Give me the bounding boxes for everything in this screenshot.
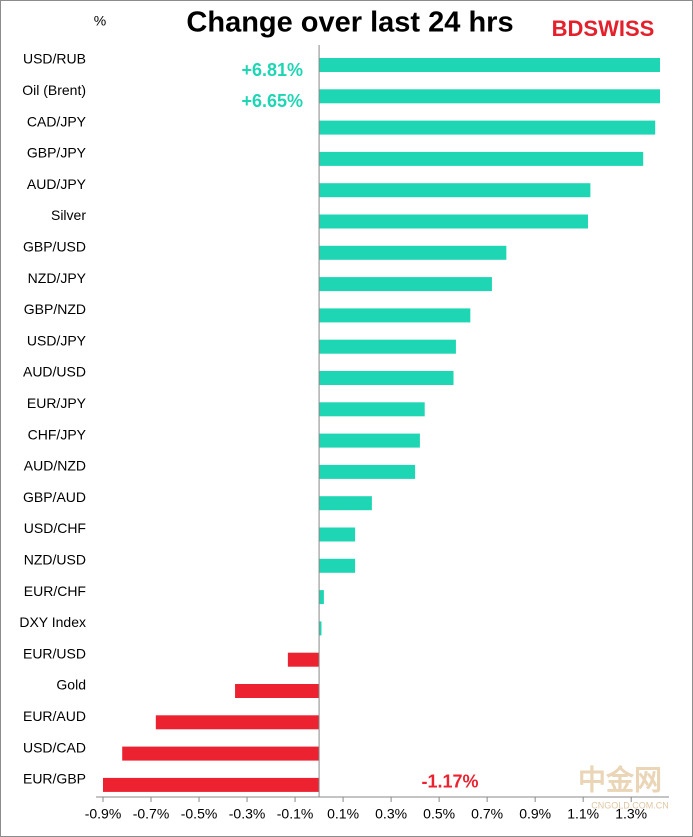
- bar: [319, 433, 420, 448]
- y-tick-label: GBP/AUD: [23, 489, 86, 505]
- x-tick-label: -0.1%: [277, 806, 314, 822]
- y-tick-label: GBP/USD: [23, 239, 86, 255]
- x-tick-label: -0.7%: [133, 806, 170, 822]
- bar: [319, 120, 656, 135]
- bar: [319, 371, 454, 385]
- y-tick-label: EUR/GBP: [23, 771, 86, 787]
- bar: [287, 652, 320, 667]
- bar: [155, 715, 320, 730]
- y-tick-label: GBP/NZD: [24, 301, 86, 317]
- chart-title: Change over last 24 hrs: [186, 7, 513, 39]
- bar: [122, 746, 320, 761]
- bar: [319, 214, 588, 229]
- bar: [319, 245, 507, 260]
- logo: BDSWISS: [552, 16, 655, 41]
- bar: [319, 151, 644, 166]
- value-label: +6.65%: [241, 91, 303, 111]
- x-tick-label: -0.3%: [229, 806, 266, 822]
- x-tick-label: -0.5%: [181, 806, 218, 822]
- y-tick-label: NZD/JPY: [28, 270, 87, 286]
- bar: [319, 183, 591, 198]
- bar: [319, 277, 492, 292]
- y-tick-label: AUD/NZD: [24, 458, 86, 474]
- bar: [103, 777, 320, 792]
- y-tick-label: USD/CHF: [24, 520, 86, 536]
- y-tick-label: USD/RUB: [23, 51, 86, 67]
- x-tick-label: 0.1%: [327, 806, 359, 822]
- y-tick-label: EUR/AUD: [23, 708, 86, 724]
- bar: [319, 621, 322, 636]
- y-tick-label: EUR/JPY: [27, 395, 87, 411]
- bar: [319, 558, 356, 573]
- bar: [319, 527, 356, 542]
- y-tick-label: EUR/CHF: [24, 583, 86, 599]
- y-tick-label: Gold: [56, 677, 86, 693]
- y-tick-label: DXY Index: [19, 614, 86, 630]
- y-tick-label: CAD/JPY: [27, 113, 87, 129]
- bar: [319, 308, 471, 323]
- y-tick-label: AUD/USD: [23, 364, 86, 380]
- y-tick-label: Silver: [51, 207, 86, 223]
- value-label: -1.17%: [421, 772, 478, 792]
- y-tick-label: GBP/JPY: [27, 145, 87, 161]
- y-tick-label: CHF/JPY: [28, 426, 87, 442]
- bar: [319, 402, 425, 417]
- plot-area: [103, 58, 660, 792]
- x-tick-label: 0.9%: [519, 806, 551, 822]
- y-tick-label: EUR/USD: [23, 645, 86, 661]
- y-tick-label: USD/CAD: [23, 739, 86, 755]
- bar: [235, 684, 320, 698]
- bar: [319, 58, 660, 72]
- bar: [319, 89, 660, 104]
- watermark-url: CNGOLD.COM.CN: [591, 800, 669, 810]
- x-tick-label: 1.3%: [615, 806, 647, 822]
- y-tick-label: Oil (Brent): [22, 82, 86, 98]
- bar: [319, 590, 324, 605]
- value-label: +6.81%: [241, 60, 303, 80]
- y-tick-label: AUD/JPY: [27, 176, 87, 192]
- y-tick-label: NZD/USD: [24, 552, 86, 568]
- x-tick-label: 0.5%: [423, 806, 455, 822]
- unit-label: %: [94, 13, 106, 29]
- x-tick-label: 0.3%: [375, 806, 407, 822]
- y-tick-label: USD/JPY: [27, 332, 87, 348]
- bar: [319, 464, 416, 479]
- x-tick-label: -0.9%: [85, 806, 122, 822]
- x-tick-label: 0.7%: [471, 806, 503, 822]
- x-tick-label: 1.1%: [567, 806, 599, 822]
- watermark: 中金网: [578, 763, 662, 795]
- bar: [319, 496, 372, 511]
- bar: [319, 339, 456, 354]
